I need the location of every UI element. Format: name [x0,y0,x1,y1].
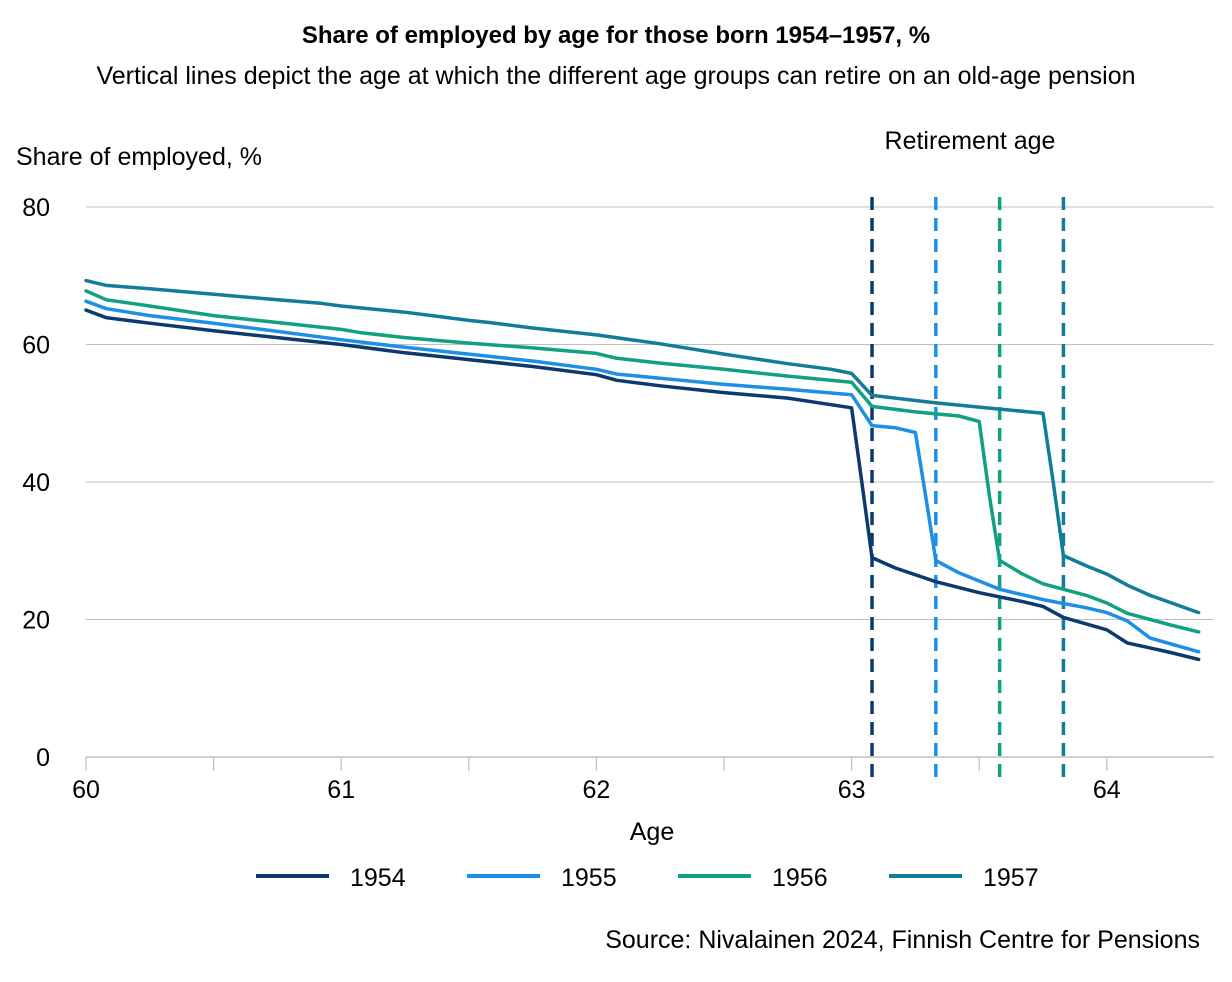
y-tick-label: 80 [22,194,50,222]
y-tick-label: 0 [36,744,50,772]
legend-label: 1955 [561,864,617,892]
chart-subtitle: Vertical lines depict the age at which t… [96,62,1136,90]
x-tick-label: 61 [327,776,355,804]
legend-label: 1954 [350,864,406,892]
legend-item-1956: 1956 [678,864,828,892]
legend-label: 1956 [772,864,828,892]
series-line-1954 [84,308,1201,662]
source-note: Source: Nivalainen 2024, Finnish Centre … [605,926,1200,954]
x-tick-label: 63 [838,776,866,804]
x-tick-label: 60 [72,776,100,804]
y-axis-label: Share of employed, % [16,143,262,171]
legend-item-1957: 1957 [889,864,1039,892]
x-axis-label: Age [630,818,674,846]
legend-label: 1957 [983,864,1039,892]
legend-item-1955: 1955 [467,864,617,892]
x-tick-label: 62 [583,776,611,804]
series-line-1957 [84,278,1201,615]
series-line-1955 [84,299,1201,654]
chart-title: Share of employed by age for those born … [301,22,931,49]
y-tick-label: 60 [22,332,50,360]
retirement-age-annotation: Retirement age [884,127,1056,155]
legend-item-1954: 1954 [256,864,406,892]
series-line-1956 [84,289,1201,634]
y-tick-label: 20 [22,607,50,635]
x-tick-label: 64 [1093,776,1121,804]
y-tick-label: 40 [22,469,50,497]
